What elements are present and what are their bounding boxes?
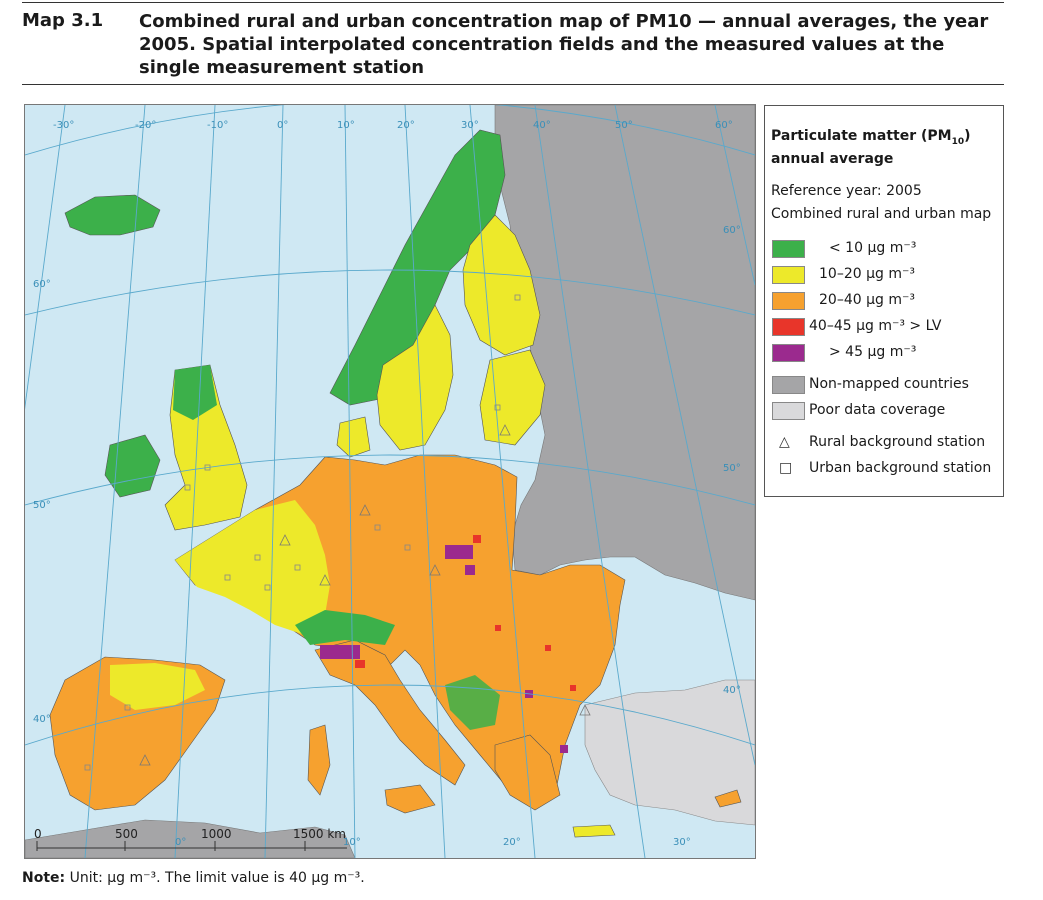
legend-title-end: ) (964, 128, 971, 144)
denmark (336, 416, 371, 458)
square-icon: □ (779, 460, 793, 476)
lon-label: -30° (53, 120, 74, 131)
lat-label: 40° (33, 714, 51, 725)
legend-label-rural-station: Rural background station (809, 434, 986, 450)
lon-label-bottom: 20° (503, 837, 521, 848)
rural-stations (139, 424, 591, 766)
map-panel[interactable]: -30° -20° -10° 0° 10° 20° 30° 40° 50° 60… (24, 104, 756, 859)
note-text: Unit: µg m⁻³. The limit value is 40 µg m… (69, 870, 365, 886)
scale-tick-label: 1500 km (293, 827, 346, 841)
lon-label-bottom: 0° (175, 837, 186, 848)
sicily (384, 784, 436, 814)
lat-label: 40° (723, 685, 741, 696)
legend-swatch-40-45 (772, 318, 805, 336)
legend-label-urban-station: Urban background station (809, 460, 992, 476)
legend-swatch-lt10 (772, 240, 805, 258)
lon-label: 0° (277, 120, 288, 131)
crete (572, 824, 616, 838)
iberia-yellow (110, 663, 205, 710)
legend-swatch-non-mapped (772, 376, 805, 394)
hotspots-40-45 (355, 535, 576, 691)
corsica-sardinia (307, 724, 331, 796)
europe-map[interactable]: -30° -20° -10° 0° 10° 20° 30° 40° 50° 60… (25, 105, 755, 858)
top-rule (22, 2, 1004, 3)
legend-label-non-mapped: Non-mapped countries (809, 376, 969, 392)
legend-swatch-poor-coverage (772, 402, 805, 420)
scale-tick-label: 1000 (201, 827, 232, 841)
lon-label: -10° (207, 120, 228, 131)
legend-map-type: Combined rural and urban map (771, 206, 992, 222)
scale-bar: 0 500 1000 1500 km (34, 827, 347, 851)
lon-label: 10° (337, 120, 355, 131)
legend-swatch-10-20 (772, 266, 805, 284)
legend-title-text: Particulate matter (PM (771, 128, 952, 144)
alps-green (295, 610, 395, 645)
lon-label: 30° (461, 120, 479, 131)
poor-coverage-turkey (584, 679, 755, 826)
map-title: Combined rural and urban concentration m… (139, 11, 989, 78)
lon-label: 20° (397, 120, 415, 131)
lon-label: -20° (135, 120, 156, 131)
legend-swatch-gt45 (772, 344, 805, 362)
lat-label: 50° (723, 463, 741, 474)
legend-title-subscript: 10 (951, 136, 965, 147)
iceland (64, 194, 161, 236)
lon-label: 40° (533, 120, 551, 131)
note-label: Note: (22, 870, 66, 886)
legend-subtitle: annual average (771, 151, 894, 167)
legend-label-gt45: > 45 µg m⁻³ (829, 344, 917, 360)
map-label: Map 3.1 (22, 10, 104, 31)
cyprus (714, 789, 742, 808)
scale-tick-label: 500 (115, 827, 138, 841)
lon-label-bottom: 30° (673, 837, 691, 848)
legend: Particulate matter (PM10) annual average… (764, 105, 1004, 497)
sweden-south (376, 304, 454, 451)
legend-reference-year: Reference year: 2005 (771, 183, 922, 199)
lon-label: 60° (715, 120, 733, 131)
legend-swatch-20-40 (772, 292, 805, 310)
lon-label: 50° (615, 120, 633, 131)
graticule (25, 105, 755, 858)
lat-label: 50° (33, 500, 51, 511)
triangle-icon: △ (779, 434, 790, 450)
legend-label-40-45: 40–45 µg m⁻³ > LV (809, 318, 942, 334)
ireland (104, 434, 161, 498)
non-mapped-east (494, 105, 755, 601)
legend-label-10-20: 10–20 µg m⁻³ (819, 266, 915, 282)
header-rule (22, 84, 1004, 85)
note: Note: Unit: µg m⁻³. The limit value is 4… (22, 870, 365, 886)
lat-label: 60° (33, 279, 51, 290)
baltics (479, 349, 546, 446)
legend-label-poor-coverage: Poor data coverage (809, 402, 946, 418)
scale-tick-label: 0 (34, 827, 42, 841)
legend-title: Particulate matter (PM10) (771, 128, 971, 147)
urban-stations (84, 294, 521, 771)
legend-label-20-40: 20–40 µg m⁻³ (819, 292, 915, 308)
lon-label-bottom: 10° (343, 837, 361, 848)
west-europe-yellow (175, 500, 330, 635)
scotland-green (173, 365, 217, 420)
lat-label: 60° (723, 225, 741, 236)
legend-label-lt10: < 10 µg m⁻³ (829, 240, 917, 256)
